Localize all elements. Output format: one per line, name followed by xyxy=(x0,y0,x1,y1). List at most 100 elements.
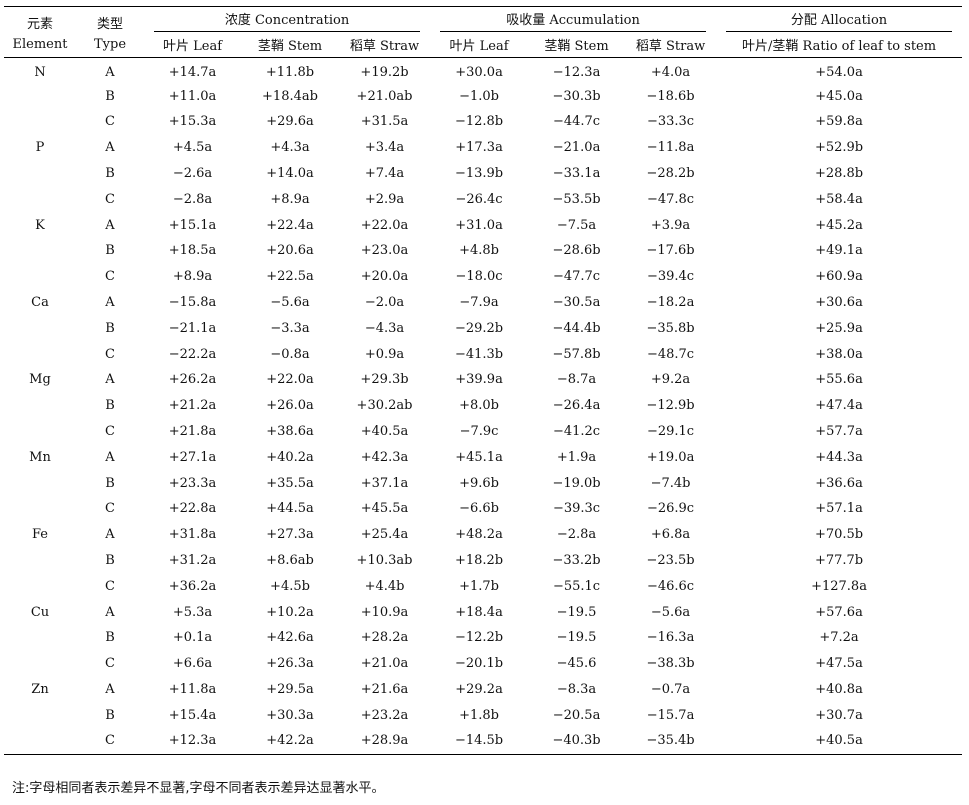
cell-value: +40.5a xyxy=(360,424,409,440)
table-row: B −21.1a −3.3a −4.3a −29.2b −44.4b −35.8b +25.9… xyxy=(4,315,962,341)
cell-value: +22.0a xyxy=(266,372,314,388)
cell-element xyxy=(4,651,76,677)
table-row: B −2.6a +14.0a +7.4a −13.9b −33.1a −28.2b +28.8… xyxy=(4,161,962,187)
cell-value: +35.5a xyxy=(266,475,314,491)
cell-type: C xyxy=(105,656,115,672)
cell-value: +12.3a xyxy=(168,733,217,749)
header-group-accumulation: 吸收量 Accumulation xyxy=(430,7,716,32)
cell-type: C xyxy=(105,733,115,749)
header-sub-stem-acc: 茎鞘 Stem xyxy=(544,39,609,54)
cell-value: +18.5a xyxy=(168,243,217,259)
cell-value: +31.0a xyxy=(455,217,503,233)
header-group-accumulation-label: 吸收量 Accumulation xyxy=(440,9,707,32)
cell-value: +0.1a xyxy=(172,630,213,646)
cell-value: +22.0a xyxy=(360,217,409,233)
cell-value: −29.2b xyxy=(454,320,504,336)
cell-value: +39.9a xyxy=(455,372,503,388)
cell-value: +70.5b xyxy=(814,527,864,543)
cell-value: +23.0a xyxy=(360,243,409,259)
cell-value: −41.2c xyxy=(552,424,601,440)
cell-value: +47.5a xyxy=(815,656,863,672)
cell-value: −19.5 xyxy=(556,630,597,646)
cell-value: −5.6a xyxy=(270,295,310,311)
cell-value: +5.3a xyxy=(172,604,213,620)
cell-value: +28.2a xyxy=(360,630,409,646)
cell-value: +21.2a xyxy=(168,398,217,414)
header-sub-stem-conc: 茎鞘 Stem xyxy=(257,39,323,54)
cell-value: +127.8a xyxy=(811,578,867,594)
header-type-en: Type xyxy=(93,37,127,52)
table-row: P A +4.5a +4.3a +3.4a +17.3a −21.0a −11.8a +52.9… xyxy=(4,135,962,161)
cell-element: Zn xyxy=(31,682,49,698)
cell-value: +11.0a xyxy=(168,88,217,104)
cell-element xyxy=(4,393,76,419)
cell-value: +21.6a xyxy=(360,682,409,698)
cell-value: +77.7b xyxy=(814,553,864,569)
cell-value: +40.8a xyxy=(815,682,863,698)
cell-type: A xyxy=(105,65,115,81)
cell-value: +9.6b xyxy=(459,475,499,491)
cell-value: +15.3a xyxy=(168,114,217,130)
header-sub-straw-conc: 稻草 Straw xyxy=(349,39,420,54)
cell-value: +55.6a xyxy=(815,372,863,388)
cell-value: −20.5a xyxy=(552,707,601,723)
cell-value: −2.8a xyxy=(172,191,213,207)
cell-value: −19.0b xyxy=(552,475,601,491)
cell-value: +0.9a xyxy=(364,346,405,362)
cell-value: −55.1c xyxy=(552,578,601,594)
cell-value: +58.4a xyxy=(815,191,863,207)
cell-element xyxy=(4,625,76,651)
cell-value: +48.2a xyxy=(455,527,503,543)
cell-value: −22.2a xyxy=(168,346,217,362)
cell-value: +45.0a xyxy=(815,88,863,104)
cell-value: +17.3a xyxy=(455,140,503,156)
cell-type: A xyxy=(105,449,115,465)
cell-value: +18.2b xyxy=(454,553,504,569)
cell-element xyxy=(4,728,76,754)
cell-value: +2.9a xyxy=(364,191,405,207)
cell-value: +44.3a xyxy=(815,449,863,465)
cell-value: −33.3c xyxy=(646,114,695,130)
cell-value: −29.1c xyxy=(646,424,695,440)
cell-value: −7.5a xyxy=(556,217,597,233)
cell-value: −39.3c xyxy=(552,501,601,517)
cell-value: +57.6a xyxy=(815,604,863,620)
table-row: B +31.2a +8.6ab +10.3ab +18.2b −33.2b −23.5b +7… xyxy=(4,548,962,574)
cell-value: +40.5a xyxy=(815,733,863,749)
cell-value: −6.6b xyxy=(459,501,499,517)
cell-value: −30.5a xyxy=(552,295,601,311)
cell-value: +36.2a xyxy=(168,578,217,594)
cell-value: +11.8a xyxy=(168,682,217,698)
cell-value: +28.9a xyxy=(360,733,409,749)
table-row: B +21.2a +26.0a +30.2ab +8.0b −26.4a −12.9b +47… xyxy=(4,393,962,419)
table-row: C +36.2a +4.5b +4.4b +1.7b −55.1c −46.6c +127.8… xyxy=(4,573,962,599)
cell-value: +27.1a xyxy=(168,449,217,465)
table-row: C +15.3a +29.6a +31.5a −12.8b −44.7c −33.3c +59… xyxy=(4,109,962,135)
cell-value: +21.8a xyxy=(168,424,217,440)
cell-value: +10.2a xyxy=(266,604,314,620)
cell-element xyxy=(4,186,76,212)
cell-value: +10.3ab xyxy=(356,553,413,569)
cell-value: −1.0b xyxy=(459,88,499,104)
cell-value: +44.5a xyxy=(266,501,314,517)
cell-value: +29.3b xyxy=(360,372,409,388)
cell-value: −46.6c xyxy=(646,578,695,594)
cell-value: +37.1a xyxy=(360,475,409,491)
cell-value: −21.1a xyxy=(168,320,217,336)
cell-value: −23.5b xyxy=(646,553,695,569)
cell-value: +23.3a xyxy=(168,475,217,491)
cell-value: −14.5b xyxy=(454,733,504,749)
table-row: C +8.9a +22.5a +20.0a −18.0c −47.7c −39.4c +60.… xyxy=(4,264,962,290)
cell-value: −7.4b xyxy=(650,475,691,491)
cell-element: Fe xyxy=(31,527,48,543)
table-row: Ca A −15.8a −5.6a −2.0a −7.9a −30.5a −18.2a +30.… xyxy=(4,290,962,316)
cell-value: −16.3a xyxy=(646,630,695,646)
header-sub-ratio: 叶片/茎鞘 Ratio of leaf to stem xyxy=(741,39,937,54)
cell-value: +25.9a xyxy=(815,320,863,336)
cell-value: +10.9a xyxy=(360,604,409,620)
cell-value: +6.6a xyxy=(172,656,213,672)
cell-value: +1.7b xyxy=(459,578,499,594)
cell-value: +26.0a xyxy=(266,398,314,414)
cell-element: K xyxy=(35,217,45,233)
cell-type: C xyxy=(105,191,115,207)
